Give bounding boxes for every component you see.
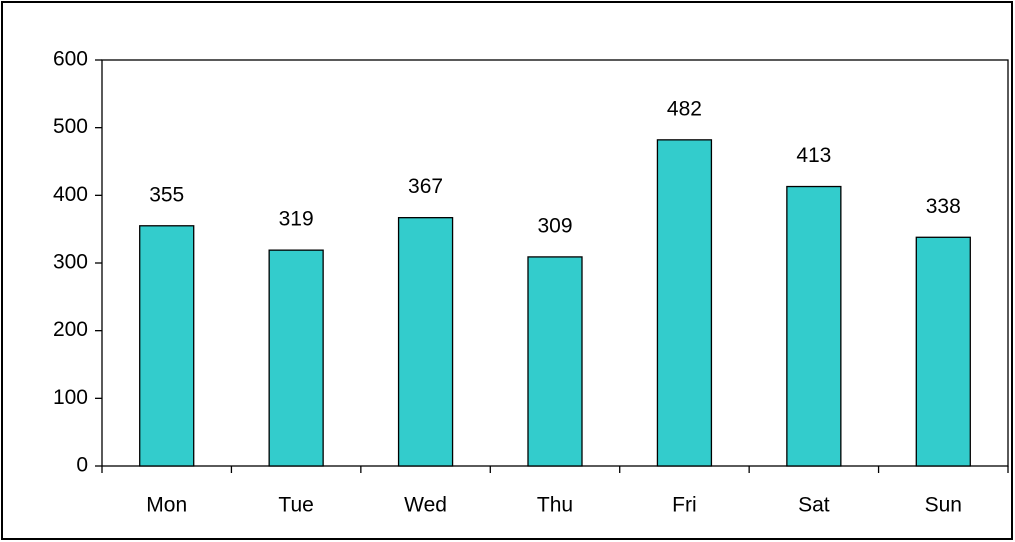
data-label: 413 — [796, 144, 831, 167]
y-tick-label: 0 — [76, 454, 88, 477]
data-label: 367 — [408, 175, 443, 198]
bar — [786, 185, 842, 467]
y-tick-label: 300 — [53, 251, 88, 274]
y-tick-label: 200 — [53, 318, 88, 341]
y-tick-label: 400 — [53, 183, 88, 206]
x-tick-label: Sun — [925, 494, 962, 517]
x-tick-label: Thu — [537, 494, 573, 517]
data-label: 355 — [149, 183, 184, 206]
x-tick-label: Mon — [146, 494, 187, 517]
data-label: 319 — [279, 208, 314, 231]
y-tick-label: 600 — [53, 48, 88, 71]
y-tick-label: 100 — [53, 386, 88, 409]
bar — [268, 249, 324, 467]
data-label: 309 — [537, 214, 572, 237]
data-label: 338 — [926, 195, 961, 218]
x-tick-label: Wed — [404, 494, 447, 517]
bar — [139, 225, 195, 467]
x-tick-label: Fri — [672, 494, 697, 517]
bar — [527, 256, 583, 467]
bar — [915, 236, 971, 467]
y-tick-label: 500 — [53, 115, 88, 138]
bar — [656, 139, 713, 467]
x-tick-label: Tue — [278, 494, 313, 517]
data-label: 482 — [667, 97, 702, 120]
x-tick-label: Sat — [798, 494, 830, 517]
bar — [397, 217, 454, 467]
